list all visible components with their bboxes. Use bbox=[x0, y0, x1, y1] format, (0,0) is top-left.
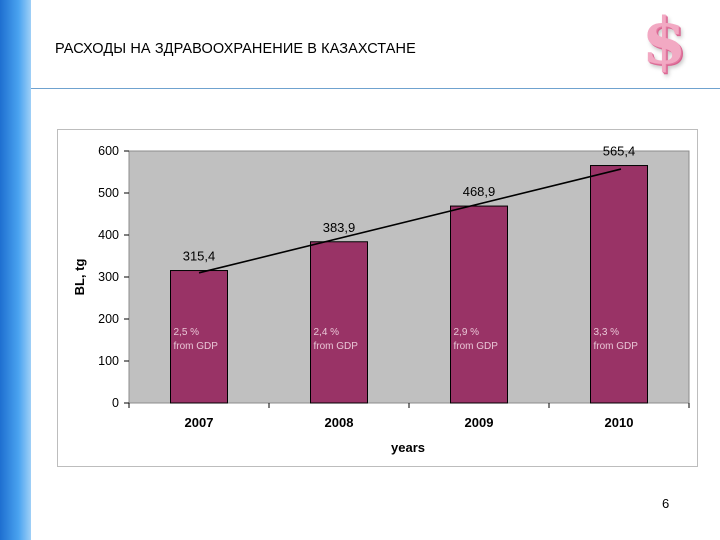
y-tick-label: 200 bbox=[98, 312, 119, 326]
title-divider bbox=[31, 88, 720, 89]
trend-line bbox=[198, 168, 622, 274]
gdp-share-caption: from GDP bbox=[594, 341, 639, 352]
gdp-share-percent: 3,3 % bbox=[594, 327, 620, 338]
x-axis-title: years bbox=[391, 440, 425, 455]
bar-value-label: 565,4 bbox=[603, 144, 636, 159]
gdp-share-caption: from GDP bbox=[314, 341, 359, 352]
bar-value-label: 315,4 bbox=[183, 249, 216, 264]
y-tick-label: 100 bbox=[98, 354, 119, 368]
y-tick-label: 0 bbox=[112, 396, 119, 410]
x-tick-label: 2007 bbox=[185, 415, 214, 430]
y-tick-label: 300 bbox=[98, 270, 119, 284]
gdp-share-percent: 2,9 % bbox=[454, 327, 480, 338]
left-accent-bar bbox=[0, 0, 31, 540]
gdp-share-percent: 2,4 % bbox=[314, 327, 340, 338]
bar bbox=[590, 165, 648, 404]
gdp-share-percent: 2,5 % bbox=[174, 327, 200, 338]
slide-title: РАСХОДЫ НА ЗДРАВООХРАНЕНИЕ В КАЗАХСТАНЕ bbox=[55, 41, 416, 57]
gdp-share-caption: from GDP bbox=[174, 341, 219, 352]
y-axis-title: BL, tg bbox=[72, 259, 87, 296]
x-tick-label: 2008 bbox=[325, 415, 354, 430]
bar-value-label: 383,9 bbox=[323, 220, 356, 235]
y-tick-label: 400 bbox=[98, 228, 119, 242]
y-tick-label: 500 bbox=[98, 186, 119, 200]
bar bbox=[310, 241, 368, 404]
y-tick-label: 600 bbox=[98, 144, 119, 158]
bar-value-label: 468,9 bbox=[463, 184, 496, 199]
bar bbox=[170, 270, 228, 404]
dollar-sign-icon: $ bbox=[641, 3, 687, 79]
x-tick-label: 2009 bbox=[465, 415, 494, 430]
bar bbox=[450, 205, 508, 404]
page-number: 6 bbox=[662, 496, 670, 511]
x-tick-label: 2010 bbox=[605, 415, 634, 430]
gdp-share-caption: from GDP bbox=[454, 341, 499, 352]
